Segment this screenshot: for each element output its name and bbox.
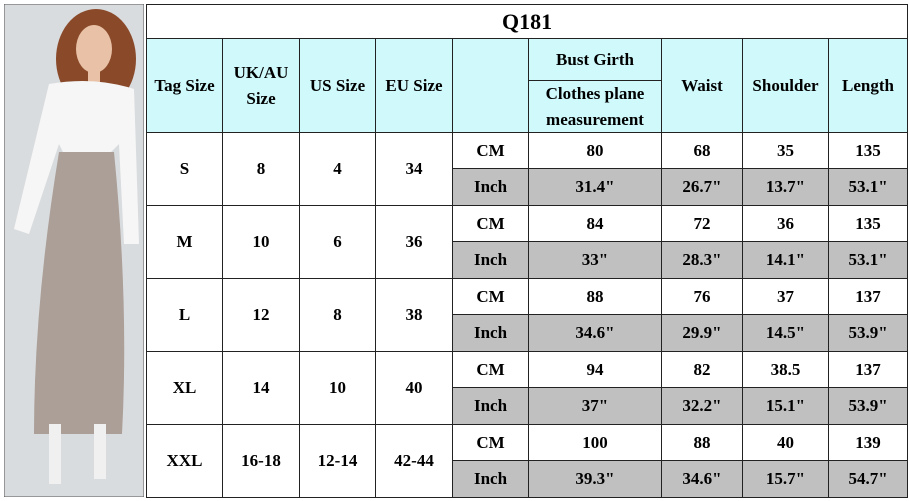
size-table: Q181 Tag Size UK/AU Size US Size EU Size… (145, 4, 909, 498)
cm-value: 72 (661, 205, 743, 242)
size-tag: L (146, 278, 223, 352)
cm-value: 84 (528, 205, 662, 242)
cm-value: 94 (528, 351, 662, 388)
inch-value: 32.2" (661, 387, 743, 425)
inch-value: 28.3" (661, 241, 743, 279)
unit-label: CM (452, 132, 529, 169)
inch-value: 14.5" (742, 314, 829, 352)
size-tag: S (146, 132, 223, 206)
header-us: US Size (299, 38, 376, 133)
inch-value: 34.6" (528, 314, 662, 352)
cm-value: 135 (827, 205, 909, 242)
inch-value: 54.7" (827, 460, 909, 498)
unit-label: CM (452, 351, 529, 388)
unit-label: Inch (452, 168, 529, 206)
table-title: Q181 (145, 4, 909, 39)
inch-value: 53.9" (827, 314, 909, 352)
inch-value: 14.1" (742, 241, 829, 279)
inch-value: 13.7" (742, 168, 829, 206)
cm-value: 137 (827, 278, 909, 315)
model-photo (4, 4, 144, 497)
size-row: XL 14 10 40 CM 94 82 38.5 137 (146, 351, 909, 425)
unit-label: CM (452, 205, 529, 242)
unit-label: Inch (452, 387, 529, 425)
size-row: L 12 8 38 CM 88 76 37 137 (146, 278, 909, 352)
size-us: 10 (299, 351, 376, 425)
size-eu: 42-44 (375, 424, 453, 498)
header-waist: Waist (661, 38, 743, 133)
size-uk: 10 (222, 205, 300, 279)
size-eu: 34 (375, 132, 453, 206)
header-shoulder: Shoulder (742, 38, 829, 133)
header-bust: Bust Girth (528, 38, 662, 81)
cm-value: 135 (827, 132, 909, 169)
header-tag: Tag Size (146, 38, 223, 133)
size-row: M 10 6 36 CM 84 72 36 135 (146, 205, 909, 279)
cm-value: 76 (661, 278, 743, 315)
inch-value: 53.9" (827, 387, 909, 425)
size-uk: 12 (222, 278, 300, 352)
size-us: 8 (299, 278, 376, 352)
header-bust-note: Clothes plane measurement (528, 80, 662, 133)
inch-value: 37" (528, 387, 662, 425)
cm-value: 137 (827, 351, 909, 388)
unit-label: Inch (452, 241, 529, 279)
cm-value: 37 (742, 278, 829, 315)
inch-value: 15.1" (742, 387, 829, 425)
size-row: S 8 4 34 CM 80 68 35 135 (146, 132, 909, 206)
unit-label: CM (452, 424, 529, 461)
cm-value: 36 (742, 205, 829, 242)
cm-value: 88 (528, 278, 662, 315)
header-length: Length (827, 38, 909, 133)
inch-value: 53.1" (827, 168, 909, 206)
cm-value: 139 (827, 424, 909, 461)
cm-value: 82 (661, 351, 743, 388)
size-uk: 8 (222, 132, 300, 206)
cm-value: 40 (742, 424, 829, 461)
size-tag: XL (146, 351, 223, 425)
cm-value: 68 (661, 132, 743, 169)
size-us: 6 (299, 205, 376, 279)
header-eu: EU Size (375, 38, 453, 133)
inch-value: 34.6" (661, 460, 743, 498)
inch-value: 29.9" (661, 314, 743, 352)
size-tag: XXL (146, 424, 223, 498)
inch-value: 39.3" (528, 460, 662, 498)
header-uk: UK/AU Size (222, 38, 300, 133)
cm-value: 38.5 (742, 351, 829, 388)
size-eu: 36 (375, 205, 453, 279)
inch-value: 26.7" (661, 168, 743, 206)
size-uk: 16-18 (222, 424, 300, 498)
inch-value: 53.1" (827, 241, 909, 279)
inch-value: 31.4" (528, 168, 662, 206)
cm-value: 80 (528, 132, 662, 169)
size-eu: 40 (375, 351, 453, 425)
header-unit (452, 38, 529, 133)
size-eu: 38 (375, 278, 453, 352)
unit-label: Inch (452, 314, 529, 352)
size-row: XXL 16-18 12-14 42-44 CM 100 88 40 139 (146, 424, 909, 498)
unit-label: Inch (452, 460, 529, 498)
size-us: 12-14 (299, 424, 376, 498)
size-tag: M (146, 205, 223, 279)
inch-value: 15.7" (742, 460, 829, 498)
cm-value: 100 (528, 424, 662, 461)
inch-value: 33" (528, 241, 662, 279)
cm-value: 88 (661, 424, 743, 461)
unit-label: CM (452, 278, 529, 315)
size-us: 4 (299, 132, 376, 206)
cm-value: 35 (742, 132, 829, 169)
size-row-inch: Inch 31.4" 26.7" 13.7" 53.1" (146, 168, 909, 206)
size-uk: 14 (222, 351, 300, 425)
